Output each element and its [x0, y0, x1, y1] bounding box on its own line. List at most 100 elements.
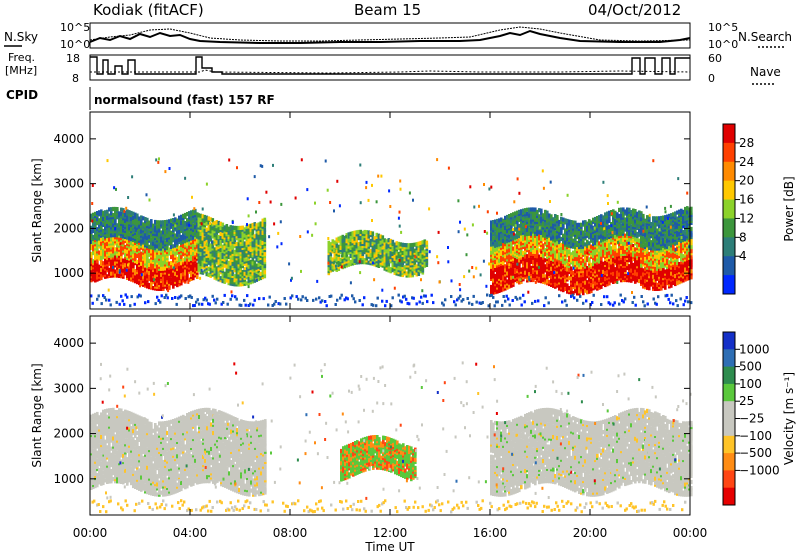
power-cell	[100, 225, 103, 230]
power-cell	[108, 267, 111, 272]
power-cell	[122, 272, 125, 277]
power-cell	[146, 282, 149, 287]
power-cell	[201, 242, 205, 247]
power-cell	[213, 227, 217, 232]
power-cell	[178, 237, 181, 242]
power-cell	[106, 209, 109, 214]
power-cell	[148, 234, 151, 239]
power-cell	[164, 280, 167, 285]
power-cell	[217, 273, 221, 278]
power-cell	[227, 230, 231, 235]
power-cell	[90, 260, 93, 265]
power-cell	[211, 232, 215, 237]
power-cell	[156, 282, 159, 287]
power-cell	[263, 274, 267, 279]
power-cell	[122, 228, 125, 233]
power-cell	[116, 209, 119, 214]
power-cell	[156, 220, 159, 225]
power-cell	[160, 286, 163, 291]
power-cell	[128, 210, 131, 215]
power-cell	[100, 229, 103, 234]
power-cell	[190, 270, 193, 275]
noise-tick-left-bottom: 10^0	[60, 38, 91, 51]
power-cell	[136, 219, 139, 224]
power-cell	[112, 241, 115, 246]
power-cell	[184, 249, 187, 254]
power-cell	[136, 247, 139, 252]
power-cell	[170, 222, 173, 227]
power-cell	[94, 234, 97, 239]
power-cell	[184, 271, 187, 276]
power-cell	[112, 219, 115, 224]
power-cell	[209, 229, 213, 234]
power-cell	[114, 206, 117, 212]
power-cell	[146, 235, 149, 241]
power-cell	[130, 210, 133, 216]
power-cell	[156, 248, 159, 253]
power-cell	[425, 240, 429, 245]
power-cell	[164, 240, 167, 245]
power-cell	[205, 245, 209, 250]
power-cell	[225, 238, 229, 243]
power-cell	[172, 262, 175, 267]
power-cell	[203, 214, 207, 220]
power-cell	[215, 270, 219, 275]
power-cell	[148, 276, 151, 282]
power-cell	[540, 208, 543, 213]
power-cell	[90, 225, 93, 230]
power-cell	[201, 222, 205, 227]
power-cell	[235, 260, 239, 265]
power-cell	[154, 268, 157, 273]
power-cell	[136, 237, 139, 242]
power-cell	[134, 212, 137, 217]
power-cell	[184, 261, 187, 266]
power-cell	[196, 232, 199, 237]
power-cell	[120, 219, 123, 224]
power-cell	[104, 248, 107, 253]
power-cell	[106, 256, 109, 261]
power-cell	[152, 271, 155, 277]
power-cell	[182, 236, 185, 241]
power-cell	[237, 225, 241, 231]
power-cell	[106, 244, 109, 249]
power-cell	[134, 269, 137, 274]
power-cell	[229, 231, 233, 236]
power-cell	[138, 216, 141, 221]
power-cell	[160, 236, 163, 241]
power-cell	[225, 244, 229, 249]
power-cell	[196, 226, 199, 231]
power-cell	[221, 262, 225, 267]
power-cell	[192, 209, 195, 214]
power-cell	[94, 217, 97, 223]
power-cell	[225, 272, 229, 277]
power-cell	[96, 243, 99, 248]
power-cell	[239, 282, 243, 287]
power-cell	[136, 213, 139, 218]
power-cell	[215, 266, 219, 271]
power-cell	[180, 261, 183, 266]
power-cell	[112, 213, 115, 218]
power-cell	[209, 223, 213, 228]
power-cell	[207, 250, 211, 255]
power-cell	[92, 212, 95, 217]
power-cell	[142, 238, 145, 243]
power-cell	[118, 211, 121, 216]
power-cell	[156, 276, 159, 281]
power-cell	[219, 276, 223, 281]
power-cell	[148, 258, 151, 263]
power-cell	[90, 266, 93, 271]
power-cell	[215, 240, 219, 245]
power-cell	[130, 259, 133, 264]
power-cell	[180, 214, 183, 219]
power-cell	[231, 255, 235, 260]
power-cell	[154, 219, 157, 225]
power-cell	[225, 278, 229, 283]
power-cell	[211, 258, 215, 263]
freq-tick-top: 18	[66, 52, 80, 65]
power-cell	[124, 247, 127, 252]
power-cell	[160, 266, 163, 271]
nsky-line	[89, 29, 691, 44]
power-cell	[176, 278, 179, 284]
power-cell	[104, 210, 107, 215]
power-cell	[227, 226, 231, 231]
